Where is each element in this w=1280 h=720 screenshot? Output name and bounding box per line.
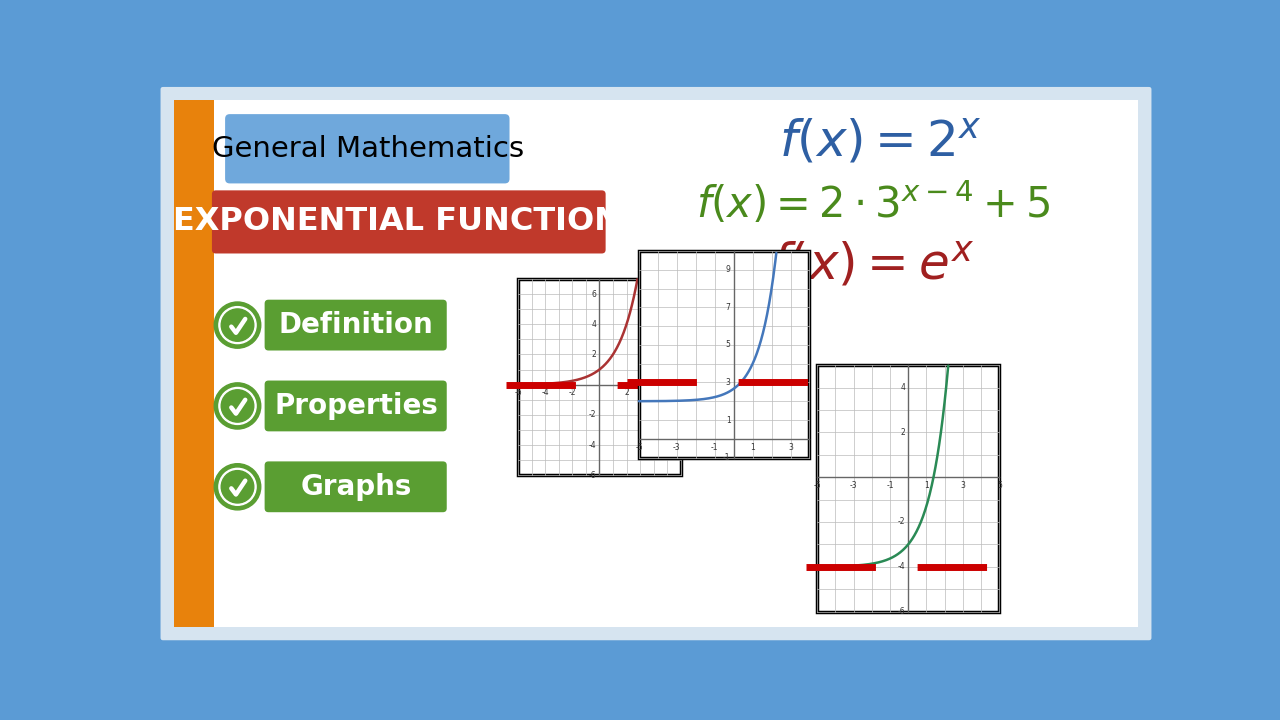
Text: -4: -4: [541, 389, 549, 397]
Text: -2: -2: [897, 518, 905, 526]
Circle shape: [219, 387, 256, 424]
Bar: [518, 279, 681, 475]
FancyBboxPatch shape: [159, 85, 1153, 642]
Text: 6: 6: [678, 389, 684, 397]
FancyBboxPatch shape: [265, 462, 447, 512]
Text: -5: -5: [635, 443, 643, 451]
Bar: [639, 251, 809, 457]
Circle shape: [214, 383, 261, 429]
Text: -4: -4: [897, 562, 905, 571]
Bar: [174, 100, 214, 627]
Text: EXPONENTIAL FUNCTIONS: EXPONENTIAL FUNCTIONS: [173, 207, 644, 238]
Circle shape: [221, 390, 253, 422]
FancyBboxPatch shape: [225, 114, 509, 184]
Text: 3: 3: [960, 481, 965, 490]
Text: -2: -2: [589, 410, 596, 419]
Text: -1: -1: [723, 453, 731, 462]
Text: -4: -4: [589, 441, 596, 449]
Text: General Mathematics: General Mathematics: [211, 135, 524, 163]
Text: 3: 3: [726, 378, 731, 387]
Text: Definition: Definition: [279, 311, 434, 339]
Text: 1: 1: [750, 443, 755, 451]
FancyBboxPatch shape: [174, 100, 1138, 627]
Text: 5: 5: [726, 341, 731, 349]
Text: -3: -3: [673, 443, 681, 451]
Text: -1: -1: [886, 481, 893, 490]
Text: -2: -2: [568, 389, 576, 397]
Text: $f(x) = 2 \cdot 3^{x-4} + 5$: $f(x) = 2 \cdot 3^{x-4} + 5$: [696, 180, 1050, 227]
Text: $f(x) = e^x$: $f(x) = e^x$: [771, 240, 975, 290]
Text: -6: -6: [515, 389, 522, 397]
Circle shape: [219, 468, 256, 505]
Text: 2: 2: [591, 350, 596, 359]
Text: -6: -6: [589, 471, 596, 480]
Text: 2: 2: [900, 428, 905, 437]
Circle shape: [219, 307, 256, 343]
Bar: [817, 365, 1000, 611]
Text: $f(x) = 2^x$: $f(x) = 2^x$: [780, 117, 982, 167]
Text: 6: 6: [591, 289, 596, 299]
Text: -5: -5: [813, 481, 820, 490]
Text: 1: 1: [924, 481, 929, 490]
Text: 4: 4: [652, 389, 657, 397]
Circle shape: [214, 302, 261, 348]
FancyBboxPatch shape: [212, 190, 605, 253]
Text: -6: -6: [897, 607, 905, 616]
Text: 3: 3: [788, 443, 792, 451]
Text: -3: -3: [850, 481, 858, 490]
Text: 1: 1: [726, 415, 731, 425]
Circle shape: [221, 471, 253, 503]
FancyBboxPatch shape: [265, 300, 447, 351]
Circle shape: [221, 309, 253, 341]
FancyBboxPatch shape: [265, 381, 447, 431]
Text: 7: 7: [726, 303, 731, 312]
Text: Properties: Properties: [274, 392, 438, 420]
Text: 4: 4: [591, 320, 596, 329]
Text: 9: 9: [726, 266, 731, 274]
Text: 5: 5: [997, 481, 1002, 490]
Text: -1: -1: [710, 443, 718, 451]
Text: Graphs: Graphs: [301, 473, 412, 501]
Circle shape: [214, 464, 261, 510]
Text: 2: 2: [625, 389, 628, 397]
Text: 4: 4: [900, 383, 905, 392]
